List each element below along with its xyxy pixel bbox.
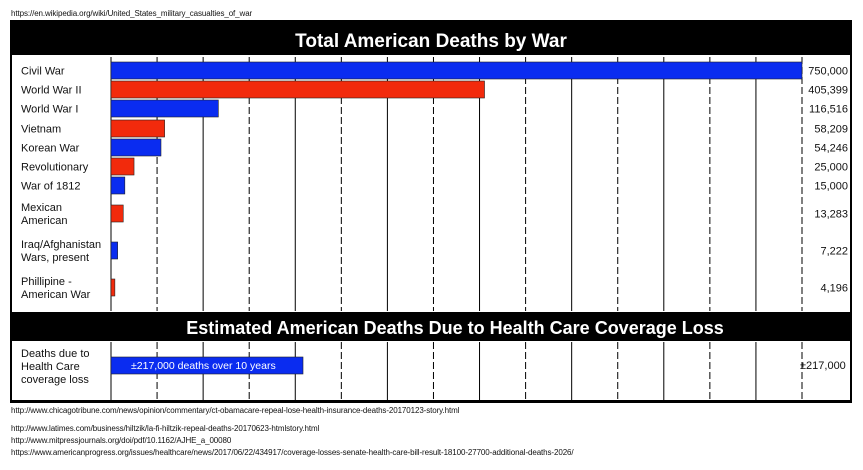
source-url-3: http://www.mitpressjournals.org/doi/pdf/… [11,436,232,445]
category-label-line: Phillipine - [21,276,72,288]
value-label-3: 58,209 [814,124,848,136]
header-bar-2 [11,312,851,341]
bar-0 [110,61,803,80]
bar-6 [110,176,126,195]
category-label-1: World War II [21,85,82,97]
source-url-top: https://en.wikipedia.org/wiki/United_Sta… [11,9,253,18]
chart-title-1: Total American Deaths by War [295,31,567,52]
category-label-line: Mexican [21,202,62,214]
category-label-line: Health Care [21,361,80,373]
bar-5 [110,157,135,176]
source-url-2: http://www.latimes.com/business/hiltzik/… [11,424,320,433]
value-label-1: 405,399 [808,85,848,97]
health-bar [110,356,304,375]
category-label-line: coverage loss [21,374,89,386]
health-bar-text: ±217,000 deaths over 10 years [131,360,276,372]
chart-title-2: Estimated American Deaths Due to Health … [186,318,724,338]
category-label-3: Vietnam [21,124,61,136]
category-label-0: Civil War [21,66,65,78]
bar-8 [110,241,118,260]
value-label-6: 15,000 [814,181,848,193]
category-label-line: World War I [21,104,78,116]
value-label-0: 750,000 [808,66,848,78]
health-category-label: Deaths due to Health Care coverage loss [21,348,90,386]
category-label-6: War of 1812 [21,181,81,193]
category-label-line: American [21,215,67,227]
category-label-line: Civil War [21,66,65,78]
bar-4 [110,138,162,157]
category-label-9: Phillipine -American War [21,276,91,301]
bar-7 [110,204,124,223]
category-label-2: World War I [21,104,78,116]
category-label-8: Iraq/Afghanistan Wars, present [21,239,101,264]
category-label-line: Revolutionary [21,162,89,174]
category-label-line: War of 1812 [21,181,81,193]
category-label-line: Iraq/Afghanistan [21,239,101,251]
value-label-9: 4,196 [820,283,848,295]
category-label-line: Deaths due to [21,348,90,360]
health-value-label: ±217,000 [800,360,846,372]
source-url-4: https://www.americanprogress.org/issues/… [11,448,574,457]
category-label-line: Korean War [21,143,80,155]
value-label-7: 13,283 [814,209,848,221]
value-label-4: 54,246 [814,143,848,155]
category-label-line: World War II [21,85,82,97]
value-label-5: 25,000 [814,162,848,174]
value-label-8: 7,222 [820,246,848,258]
category-label-line: Vietnam [21,124,61,136]
source-url-1: http://www.chicagotribune.com/news/opini… [11,406,460,415]
category-label-5: Revolutionary [21,162,89,174]
category-label-7: Mexican American [21,202,67,227]
bar-1 [110,80,485,99]
value-label-2: 116,516 [809,104,848,116]
bar-3 [110,119,165,138]
category-label-line: Wars, present [21,252,89,264]
header-bar-1 [11,22,851,55]
category-label-4: Korean War [21,143,80,155]
bar-2 [110,99,219,118]
category-label-line: American War [21,289,91,301]
bar-9 [110,278,116,297]
